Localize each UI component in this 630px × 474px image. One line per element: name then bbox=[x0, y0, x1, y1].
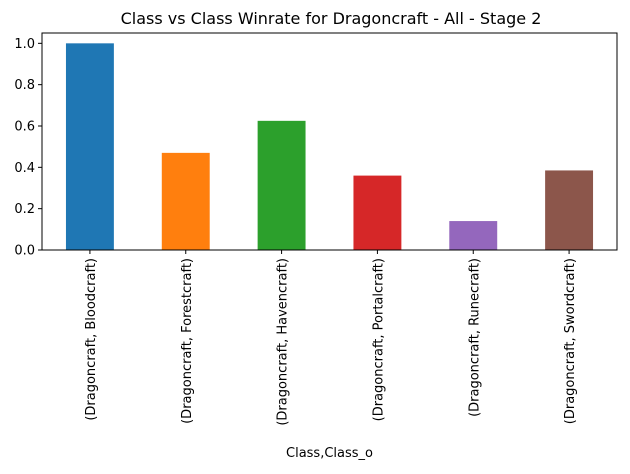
bar-5 bbox=[545, 170, 594, 250]
chart-title: Class vs Class Winrate for Dragoncraft -… bbox=[121, 9, 542, 28]
x-tick-label-5: (Dragoncraft, Swordcraft) bbox=[563, 258, 578, 424]
y-tick-label-2: 0.4 bbox=[14, 161, 35, 176]
x-axis-label: Class,Class_o bbox=[286, 446, 373, 461]
plot-frame bbox=[41, 32, 618, 251]
y-tick-label-1: 0.2 bbox=[14, 202, 35, 217]
bar-1 bbox=[161, 152, 210, 250]
y-tick-label-5: 1.0 bbox=[14, 37, 35, 52]
bar-3 bbox=[353, 175, 402, 250]
x-tick-label-1: (Dragoncraft, Forestcraft) bbox=[180, 258, 195, 424]
y-axis: 0.0 0.2 0.4 0.6 0.8 1.0 bbox=[14, 37, 42, 259]
x-tick-label-0: (Dragoncraft, Bloodcraft) bbox=[84, 258, 99, 421]
x-tick-label-3: (Dragoncraft, Portalcraft) bbox=[371, 258, 386, 421]
x-tick-label-2: (Dragoncraft, Havencraft) bbox=[276, 258, 291, 426]
bar-0 bbox=[65, 43, 114, 251]
y-tick-label-4: 0.8 bbox=[14, 78, 35, 93]
y-tick-label-0: 0.0 bbox=[14, 244, 35, 259]
bars-layer bbox=[65, 43, 594, 251]
x-tick-label-4: (Dragoncraft, Runecraft) bbox=[467, 258, 482, 417]
bar-2 bbox=[257, 120, 306, 250]
bar-4 bbox=[449, 221, 498, 250]
y-tick-label-3: 0.6 bbox=[14, 120, 35, 135]
x-axis: (Dragoncraft, Bloodcraft) (Dragoncraft, F… bbox=[84, 250, 578, 426]
